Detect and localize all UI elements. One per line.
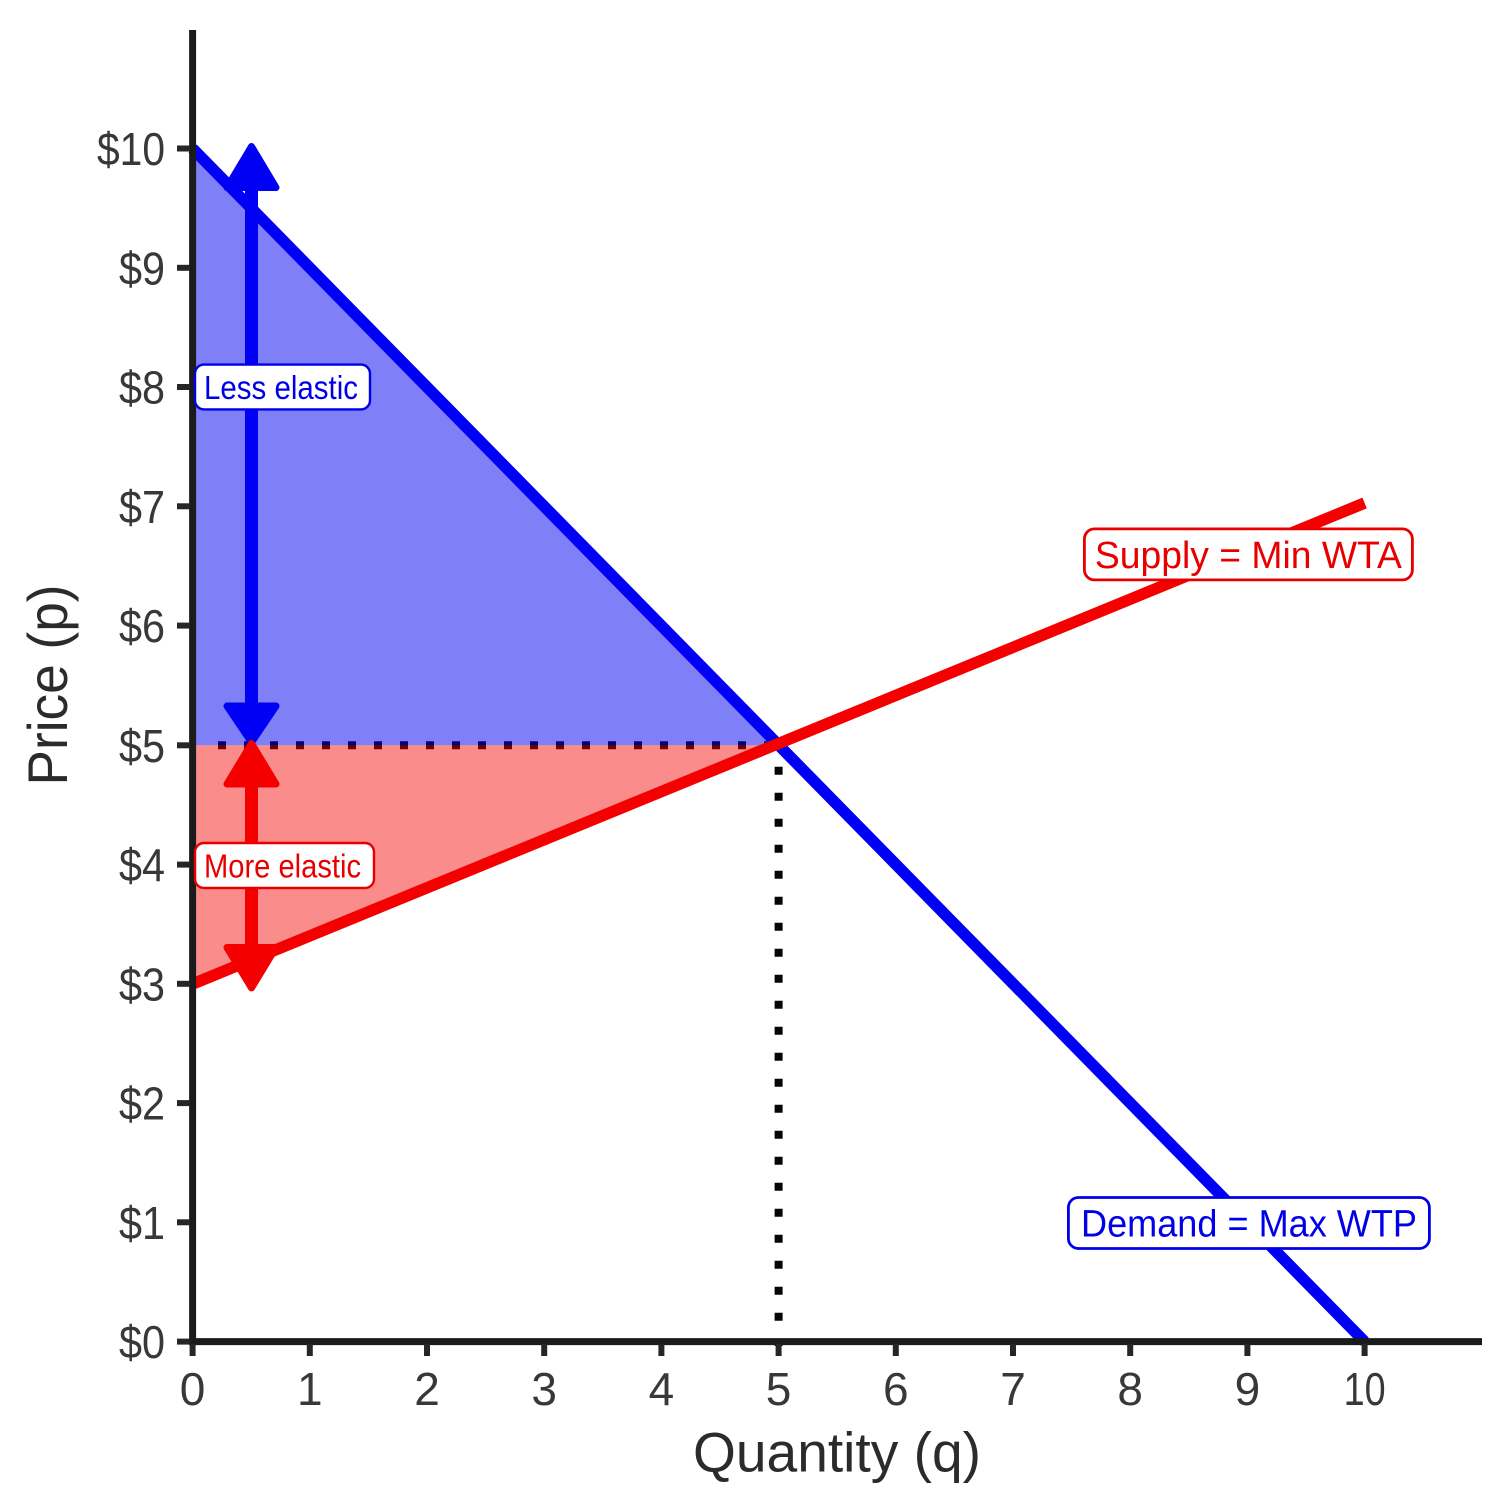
svg-text:$0: $0 (119, 1316, 165, 1368)
svg-text:6: 6 (883, 1363, 909, 1415)
svg-text:Price (p): Price (p) (16, 585, 79, 786)
svg-text:7: 7 (1000, 1363, 1026, 1415)
svg-text:$4: $4 (119, 839, 165, 891)
svg-text:$6: $6 (119, 600, 165, 652)
svg-text:Supply = Min WTA: Supply = Min WTA (1095, 535, 1403, 577)
svg-text:More elastic: More elastic (204, 848, 361, 885)
svg-text:8: 8 (1117, 1363, 1143, 1415)
svg-text:$10: $10 (97, 123, 165, 175)
svg-text:5: 5 (766, 1363, 792, 1415)
svg-text:$7: $7 (119, 481, 165, 533)
svg-text:$2: $2 (119, 1078, 165, 1130)
svg-text:$3: $3 (119, 958, 165, 1010)
svg-text:Quantity (q): Quantity (q) (693, 1420, 981, 1483)
svg-text:2: 2 (414, 1363, 440, 1415)
svg-text:4: 4 (649, 1363, 675, 1415)
svg-text:$1: $1 (119, 1197, 165, 1249)
svg-text:9: 9 (1235, 1363, 1261, 1415)
svg-text:3: 3 (531, 1363, 557, 1415)
svg-text:Demand = Max WTP: Demand = Max WTP (1081, 1204, 1417, 1246)
svg-text:$5: $5 (119, 720, 165, 772)
svg-text:Less elastic: Less elastic (204, 369, 358, 406)
svg-text:$8: $8 (119, 362, 165, 414)
svg-text:1: 1 (297, 1363, 323, 1415)
svg-text:$9: $9 (119, 242, 165, 294)
svg-text:0: 0 (180, 1363, 206, 1415)
svg-text:10: 10 (1344, 1363, 1386, 1415)
